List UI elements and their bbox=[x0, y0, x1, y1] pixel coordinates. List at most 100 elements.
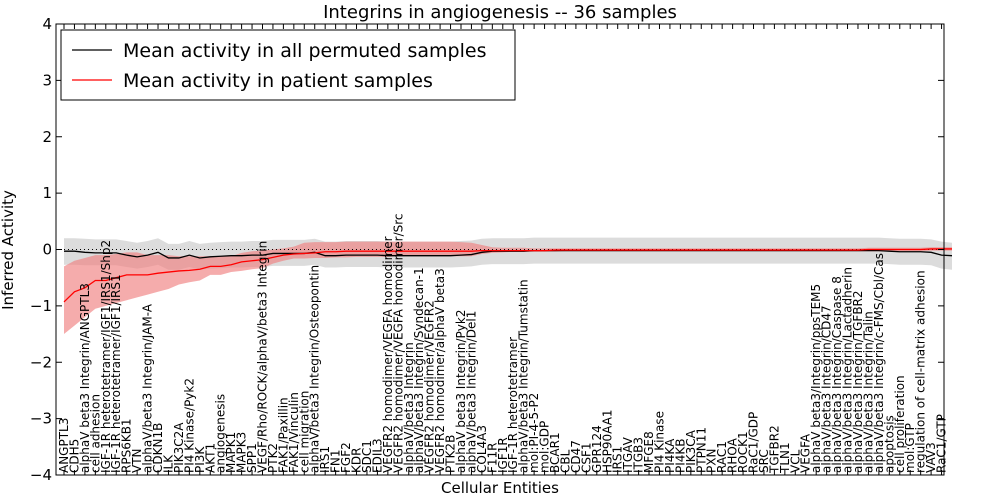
y-tick-label: 3 bbox=[42, 71, 52, 89]
category-label: FAK1/Paxillin bbox=[276, 397, 290, 473]
legend-frame bbox=[60, 29, 516, 101]
category-label: alphaV/beta3 Integrin/Talin bbox=[861, 311, 875, 473]
chart-title: Integrins in angiogenesis -- 36 samples bbox=[323, 2, 677, 23]
category-label: PXN bbox=[705, 449, 719, 473]
category-label: CDKN1B bbox=[151, 423, 165, 473]
category-label: alphaV/beta3 Integrin/Tumstatin bbox=[517, 279, 531, 473]
y-tick-label: 4 bbox=[42, 15, 52, 33]
category-label: RHOA bbox=[726, 437, 740, 473]
category-label: KDR bbox=[350, 448, 364, 473]
category-label: PI3K bbox=[193, 446, 207, 473]
category-label: RPS6KB1 bbox=[120, 418, 134, 473]
category-label: alphaV/beta3 Integrin bbox=[402, 342, 416, 473]
legend: Mean activity in all permuted samples Me… bbox=[60, 29, 516, 101]
x-axis-title: Cellular Entities bbox=[441, 479, 559, 497]
category-label: alphaV/beta3 Integrin/JAM-A bbox=[141, 303, 155, 473]
category-label: FAK1/Vinculin bbox=[287, 392, 301, 473]
category-label: COL4A3 bbox=[475, 425, 489, 473]
y-tick-label: 1 bbox=[42, 184, 52, 202]
category-label: VEGFA bbox=[799, 433, 813, 473]
category-label: mol:GTP bbox=[903, 423, 917, 473]
y-tick-label: −1 bbox=[30, 297, 52, 315]
category-label: cell proliferation bbox=[893, 375, 907, 473]
category-label: PI4KA bbox=[663, 438, 677, 473]
category-label: MAPK3 bbox=[235, 432, 249, 473]
category-label: ITGAV bbox=[621, 436, 635, 473]
category-label: PI4KB bbox=[673, 438, 687, 473]
category-label: CSF1 bbox=[579, 442, 593, 473]
category-label: SPP1 bbox=[245, 443, 259, 473]
category-label: RaC1/GDP bbox=[747, 412, 761, 473]
category-label: TLN1 bbox=[778, 442, 792, 474]
category-label: alphaV beta3 Integrin/ANGPTL3 bbox=[78, 283, 92, 473]
category-label: CBL bbox=[558, 449, 572, 473]
category-label: RaC1/GTP bbox=[935, 414, 949, 473]
category-label: FGF2 bbox=[339, 442, 353, 473]
category-label: IGF-1R heterotetramer bbox=[506, 337, 520, 473]
category-label: SDC1 bbox=[360, 440, 374, 473]
category-label: BCAR1 bbox=[548, 432, 562, 473]
category-label: PI4 Kinase/Pyk2 bbox=[182, 378, 196, 473]
category-label: VEGF/Rho/ROCK/alphaV/beta3 Integrin bbox=[255, 241, 269, 473]
category-label: alphaV/beta3 Integrin/Lactadherin bbox=[841, 267, 855, 473]
category-label: AKT1 bbox=[203, 443, 217, 473]
category-label: alphaV/beta3 Integrin/Syndecan-1 bbox=[412, 267, 426, 473]
plot-area bbox=[56, 237, 953, 335]
category-label: PI4 Kinase bbox=[652, 411, 666, 473]
category-label: mol:PI-4-5-P2 bbox=[527, 393, 541, 473]
category-label: MAPK1 bbox=[224, 432, 238, 473]
y-tick-label: 2 bbox=[42, 128, 52, 146]
category-label: VEGFR2 homodimer/VEGFR2 bbox=[423, 300, 437, 473]
category-label: ITGB3 bbox=[632, 437, 646, 473]
y-axis-title: Inferred Activity bbox=[0, 190, 17, 310]
category-label: ROCK1 bbox=[736, 431, 750, 473]
category-label: alphaV/beta3 Integrin/CD47 bbox=[820, 305, 834, 473]
category-label: alphaV/beta3 Integrin/Caspase 8 bbox=[830, 276, 844, 473]
y-tick-label: −3 bbox=[30, 410, 52, 428]
category-label: PIK3C2A bbox=[172, 422, 186, 473]
category-label: VCL bbox=[788, 449, 802, 473]
y-tick-label: −4 bbox=[30, 466, 52, 484]
category-label: VTN bbox=[130, 448, 144, 473]
category-label: IRS1 bbox=[318, 446, 332, 473]
category-label: RAC1 bbox=[715, 441, 729, 473]
category-label: TGFBR2 bbox=[767, 425, 781, 474]
category-label: ANGPTL3 bbox=[57, 418, 71, 473]
category-label: VEGFR2 homodimer/VEGFA homodimer bbox=[381, 236, 395, 473]
category-label: alphaV/beta3 Integrin/TGFBR2 bbox=[851, 290, 865, 473]
category-label: IRS1 bbox=[611, 446, 625, 473]
category-label: PIK3CA bbox=[684, 429, 698, 473]
category-label: regulation of cell-matrix adhesion bbox=[914, 270, 928, 473]
y-tick-label: −2 bbox=[30, 353, 52, 371]
category-label: F11R bbox=[485, 442, 499, 473]
category-label: cell migration bbox=[297, 391, 311, 473]
category-label: alphaV/beta3 Integrin/c-FMS/Cbl/Cas bbox=[872, 253, 886, 473]
category-label: mol:GDP bbox=[538, 421, 552, 473]
category-label: alphaV beta3/Integrin/ppsTEM5 bbox=[809, 284, 823, 473]
confidence-band-permuted bbox=[64, 237, 952, 270]
y-tick-label: 0 bbox=[42, 241, 52, 259]
category-label: apoptosis bbox=[882, 415, 896, 473]
category-label: EDIL3 bbox=[370, 438, 384, 473]
category-label: angiogenesis bbox=[214, 394, 228, 473]
category-label: PTK2B bbox=[444, 435, 458, 473]
category-label: alphaV/beta3 Integrin/Del1 bbox=[464, 311, 478, 473]
category-label: GPR124 bbox=[590, 425, 604, 473]
category-label: alphaV beta3 Integrin/Pyk2 bbox=[454, 310, 468, 473]
category-label: VEGFR2 homodimer/VEGFA homodimer/Src bbox=[391, 213, 405, 473]
category-label: VAV3 bbox=[924, 442, 938, 473]
category-label: HSP90AA1 bbox=[600, 409, 614, 473]
category-label: PTPN11 bbox=[694, 427, 708, 473]
category-label: PTK2 bbox=[266, 443, 280, 473]
category-label: CDH5 bbox=[67, 439, 81, 473]
category-label: cell adhesion bbox=[88, 394, 102, 473]
category-label: FN1 bbox=[329, 449, 343, 473]
category-label: IGF1R bbox=[496, 437, 510, 473]
legend-label-permuted: Mean activity in all permuted samples bbox=[123, 40, 486, 62]
category-label: SRC bbox=[757, 449, 771, 473]
category-label: IGF-1R heterotetramer/IGF1/IRS1/Shp2 bbox=[99, 240, 113, 473]
category-label: VEGFR2 homodimer/alphaV beta3 bbox=[433, 268, 447, 473]
category-label: IGF-1R heterotetramer/IGF1/IRS1 bbox=[109, 274, 123, 473]
